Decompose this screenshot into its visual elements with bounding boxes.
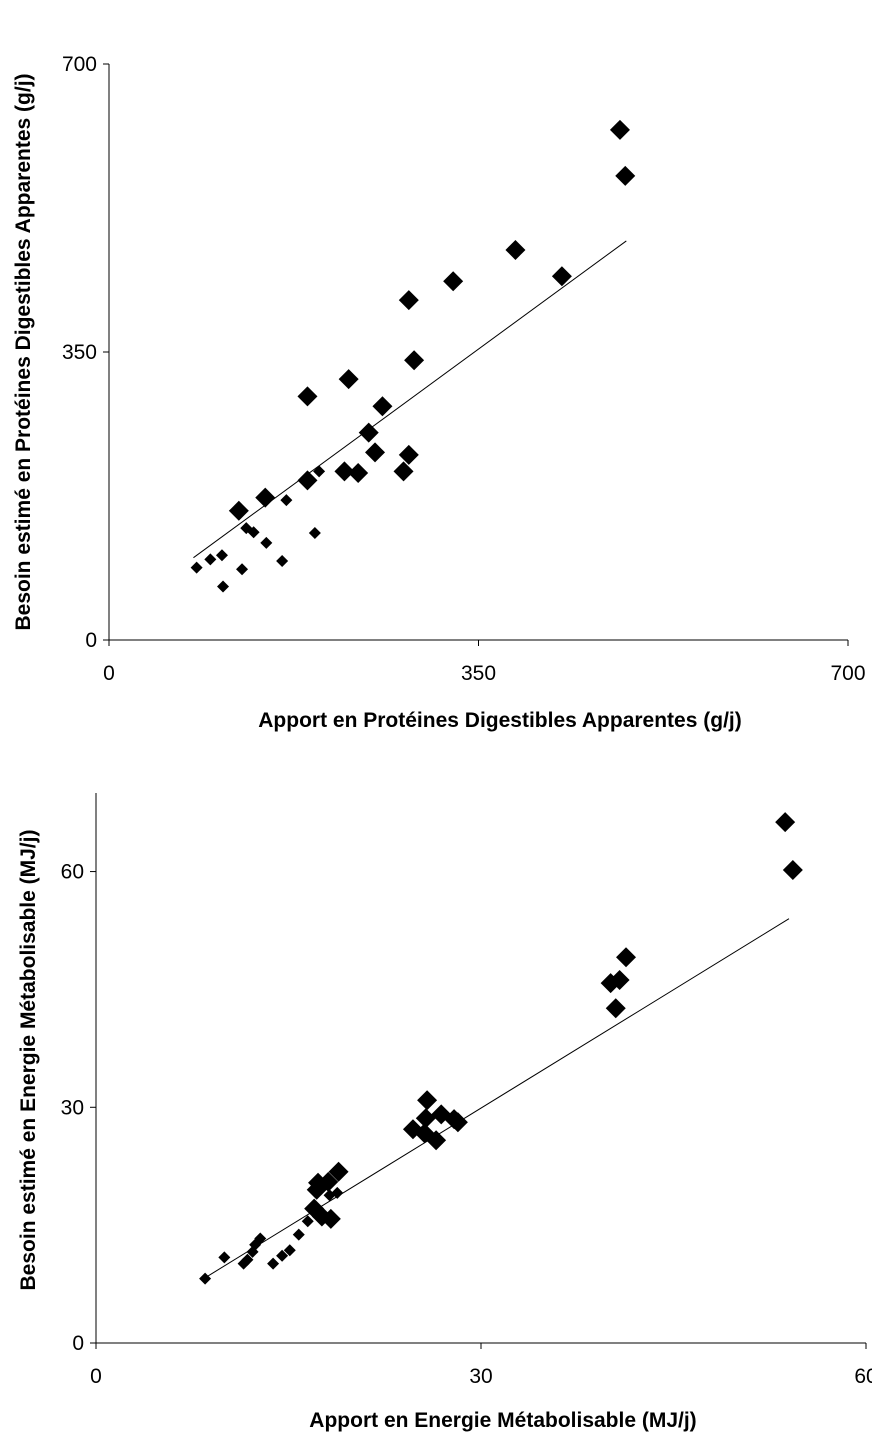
energy-data-point bbox=[328, 1161, 349, 1182]
energy-y-axis-title: Besoin estimé en Energie Métabolisable (… bbox=[17, 830, 40, 1291]
energy-data-point bbox=[616, 947, 637, 968]
energy-y-tick-label: 0 bbox=[72, 1332, 84, 1355]
energy-data-point bbox=[609, 970, 630, 990]
protein-data-point bbox=[334, 461, 355, 482]
protein-y-tick-label: 700 bbox=[62, 53, 97, 76]
protein-data-point bbox=[297, 386, 318, 407]
energy-trend-line bbox=[204, 918, 790, 1279]
energy-data-point bbox=[301, 1215, 314, 1228]
energy-data-point bbox=[254, 1232, 267, 1245]
protein-chart: 0 350 700 0 350 700 Apport en Protéines Diges… bbox=[12, 53, 866, 732]
protein-data-point bbox=[505, 239, 526, 260]
energy-data-point bbox=[267, 1257, 280, 1270]
energy-data-point bbox=[283, 1244, 296, 1257]
protein-data-point bbox=[308, 527, 321, 540]
protein-data-point bbox=[398, 444, 419, 465]
energy-data-point bbox=[782, 860, 803, 880]
protein-y-axis-title: Besoin estimé en Protéines Digestibles A… bbox=[12, 73, 35, 630]
energy-data-point bbox=[246, 1245, 259, 1258]
protein-data-point bbox=[609, 119, 630, 140]
protein-data-point bbox=[247, 526, 260, 539]
protein-x-tick-label: 0 bbox=[103, 662, 115, 685]
protein-data-point bbox=[338, 369, 359, 390]
protein-data-point bbox=[228, 500, 249, 521]
energy-data-point bbox=[218, 1251, 231, 1264]
protein-data-point bbox=[398, 290, 419, 311]
protein-data-point bbox=[365, 442, 386, 463]
energy-data-point bbox=[241, 1253, 254, 1266]
protein-data-point bbox=[217, 580, 230, 593]
protein-data-point bbox=[358, 422, 379, 443]
protein-data-point bbox=[297, 470, 318, 491]
energy-x-tick-label: 0 bbox=[90, 1365, 102, 1388]
energy-data-point bbox=[320, 1208, 341, 1229]
energy-y-tick-label: 30 bbox=[61, 1096, 84, 1119]
energy-data-point bbox=[605, 998, 626, 1019]
energy-data-point bbox=[415, 1108, 436, 1129]
protein-data-point bbox=[255, 487, 276, 508]
protein-data-point bbox=[280, 494, 293, 507]
protein-data-point bbox=[348, 462, 369, 483]
energy-x-axis-title: Apport en Energie Métabolisable (MJ/j) bbox=[309, 1409, 696, 1432]
protein-data-point bbox=[190, 561, 203, 574]
protein-data-point bbox=[215, 549, 228, 562]
energy-data-point bbox=[417, 1090, 438, 1111]
protein-x-tick-label: 700 bbox=[830, 662, 865, 685]
energy-data-point bbox=[447, 1112, 468, 1133]
protein-data-point bbox=[313, 465, 326, 478]
protein-y-tick-label: 0 bbox=[85, 629, 97, 652]
energy-data-point bbox=[331, 1186, 344, 1199]
protein-x-tick-label: 350 bbox=[461, 662, 496, 685]
energy-x-tick-label: 60 bbox=[854, 1365, 872, 1388]
protein-data-point bbox=[236, 563, 249, 576]
protein-data-point bbox=[393, 461, 414, 482]
protein-trend-line bbox=[193, 240, 627, 559]
protein-x-axis-title: Apport en Protéines Digestibles Apparent… bbox=[258, 709, 741, 732]
protein-data-point bbox=[551, 266, 572, 287]
energy-data-point bbox=[199, 1272, 212, 1285]
protein-data-point bbox=[260, 536, 273, 549]
protein-data-point bbox=[404, 350, 425, 371]
protein-data-point bbox=[443, 271, 464, 292]
protein-data-point bbox=[615, 165, 636, 186]
energy-data-point bbox=[318, 1171, 339, 1192]
protein-data-point bbox=[372, 396, 393, 417]
energy-x-tick-label: 30 bbox=[469, 1365, 492, 1388]
energy-chart: 0 30 60 0 30 60 Apport en Energie Métabolisab… bbox=[17, 793, 872, 1432]
energy-data-point bbox=[775, 812, 796, 833]
energy-y-tick-label: 60 bbox=[61, 861, 84, 884]
protein-y-tick-label: 350 bbox=[62, 341, 97, 364]
protein-data-point bbox=[276, 555, 289, 568]
energy-data-point bbox=[276, 1249, 289, 1262]
energy-data-point bbox=[292, 1228, 305, 1241]
protein-data-point bbox=[204, 553, 217, 566]
energy-data-point bbox=[426, 1130, 447, 1151]
